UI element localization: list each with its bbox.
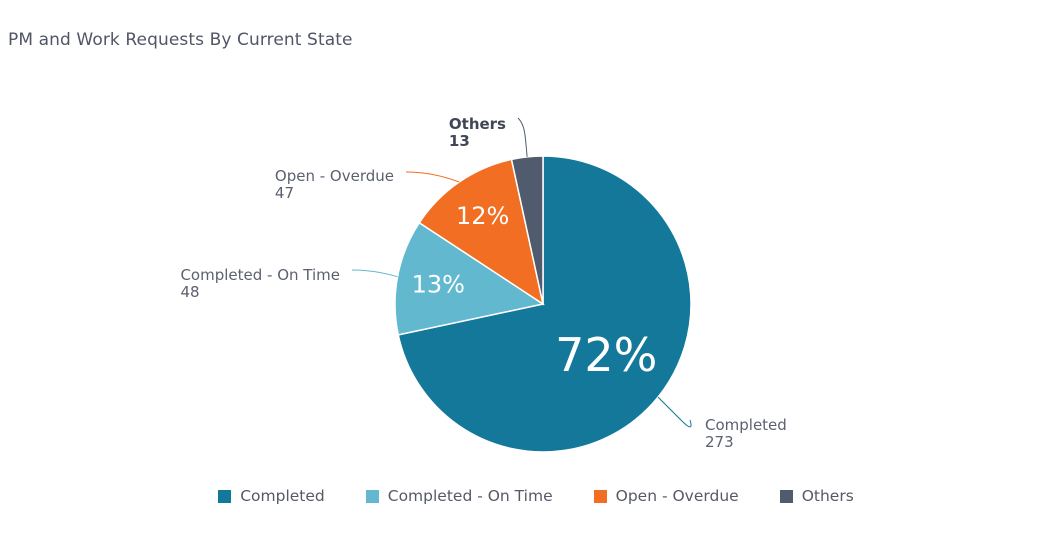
pie-slice-open-overdue[interactable] [418,158,545,306]
connector-open-overdue [405,171,460,183]
percent-label-open-overdue: 12% [456,202,509,230]
legend-item-others[interactable]: Others [769,487,854,505]
legend-swatch-completed-on-time [365,489,379,503]
legend-label-others: Others [801,487,854,505]
connector-others [517,117,528,157]
percent-label-completed-on-time: 13% [412,270,465,298]
outside-label-others: Others [449,115,506,133]
outside-value-completed-on-time: 48 [180,283,199,301]
outside-value-open-overdue: 47 [275,184,294,202]
percent-label-completed: 72% [555,328,657,382]
outside-label-open-overdue: Open - Overdue [275,167,394,185]
pie-slice-completed-on-time[interactable] [394,221,545,336]
outside-label-completed-on-time: Completed - On Time [180,266,340,284]
connector-completed-on-time [351,269,398,278]
legend-swatch-others [779,489,793,503]
connector-completed [657,396,692,428]
outside-label-completed: Completed [705,416,787,434]
outside-value-others: 13 [449,132,470,150]
legend-swatch-open-overdue [593,489,607,503]
legend-item-open-overdue[interactable]: Open - Overdue [583,487,739,505]
legend-item-completed[interactable]: Completed [207,487,325,505]
legend-label-completed-on-time: Completed - On Time [387,487,553,505]
legend-swatch-completed [218,489,232,503]
legend-item-completed-on-time[interactable]: Completed - On Time [355,487,553,505]
legend-label-open-overdue: Open - Overdue [615,487,739,505]
outside-value-completed: 273 [705,433,734,451]
legend: Completed Completed - On Time Open - Ove… [0,487,1061,505]
chart-title: PM and Work Requests By Current State [8,30,353,50]
legend-label-completed: Completed [240,487,325,505]
